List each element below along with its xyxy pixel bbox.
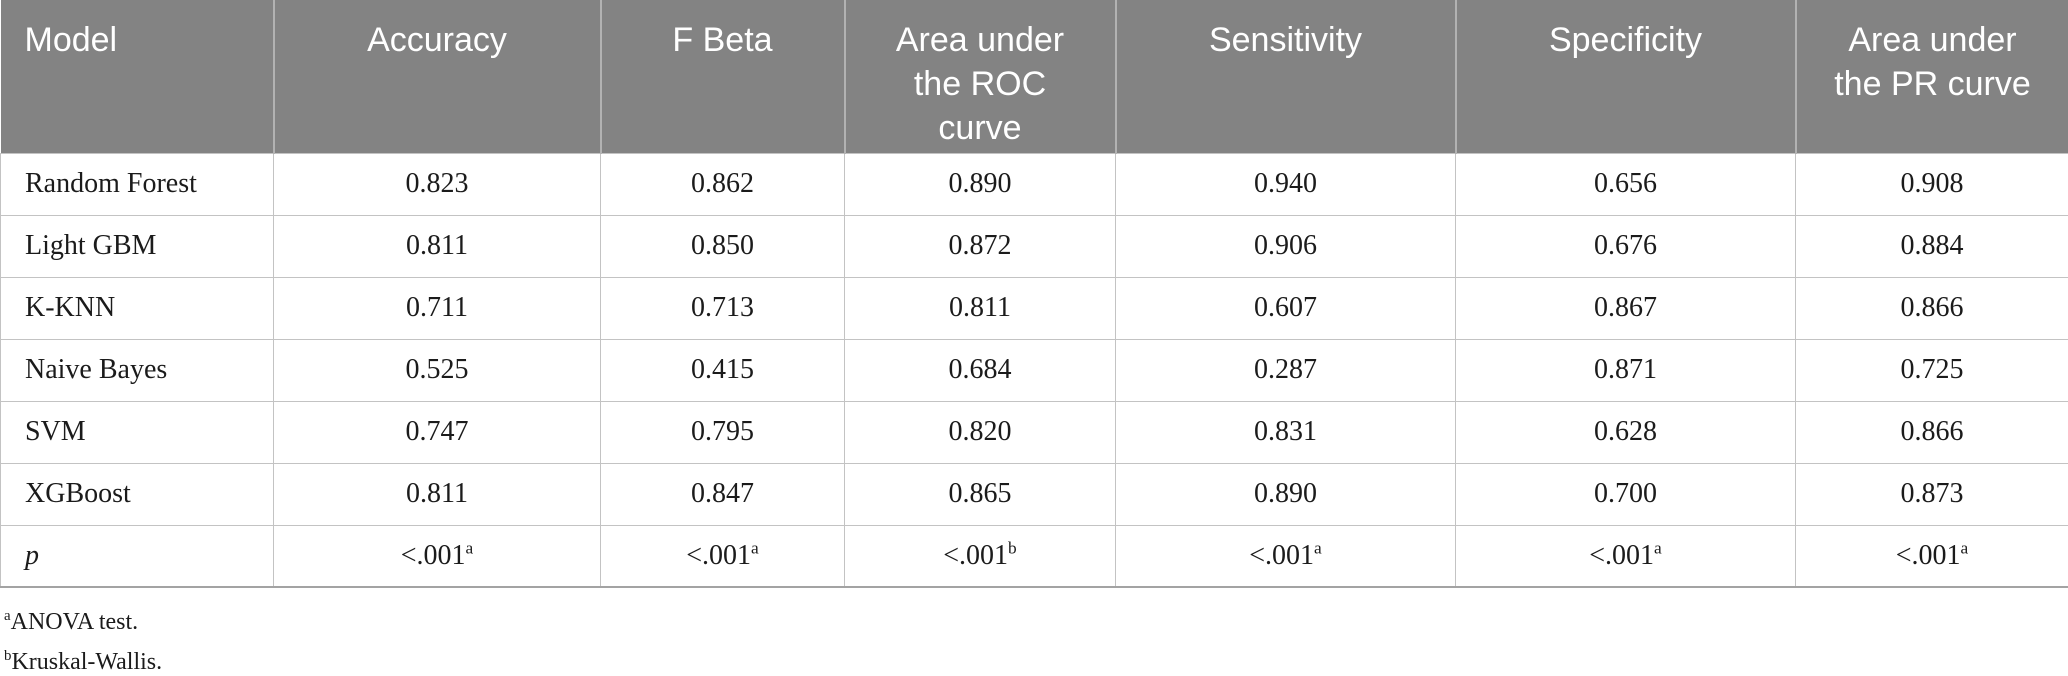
column-header-accuracy: Accuracy: [272, 0, 601, 153]
column-header-pr-auc: Area under the PR curve: [1794, 0, 2068, 153]
metric-cell: 0.811: [273, 462, 601, 526]
model-performance-table: Model Accuracy F Beta Area under the ROC…: [0, 0, 2068, 588]
metric-cell: 0.656: [1455, 152, 1796, 216]
column-header-label: Specificity: [1548, 21, 1703, 59]
model-name-cell: Random Forest: [0, 152, 274, 216]
p-value: <.001: [686, 539, 752, 571]
p-value-cell: <.001b: [844, 524, 1116, 588]
metric-cell: 0.811: [273, 214, 601, 278]
metric-cell: 0.847: [600, 462, 845, 526]
p-value: <.001: [1895, 539, 1961, 571]
p-value-cell: <.001a: [273, 524, 601, 588]
column-header-specificity: Specificity: [1454, 0, 1796, 153]
model-name-cell: Naive Bayes: [0, 338, 274, 402]
metric-cell: 0.607: [1115, 276, 1456, 340]
p-value: <.001: [1589, 539, 1655, 571]
metric-cell: 0.525: [273, 338, 601, 402]
table-row-svm: SVM 0.747 0.795 0.820 0.831 0.628 0.866: [0, 400, 2068, 464]
metric-cell: 0.711: [273, 276, 601, 340]
metric-cell: 0.862: [600, 152, 845, 216]
table-row-naive-bayes: Naive Bayes 0.525 0.415 0.684 0.287 0.87…: [0, 338, 2068, 402]
metric-cell: 0.684: [844, 338, 1116, 402]
table-body: Random Forest 0.823 0.862 0.890 0.940 0.…: [0, 152, 2068, 588]
metric-cell: 0.871: [1455, 338, 1796, 402]
footnote-text: Kruskal-Wallis.: [11, 649, 163, 675]
superscript-marker: a: [4, 608, 11, 624]
footnote-anova: aANOVA test.: [4, 602, 2068, 642]
p-value-row: p <.001a <.001a <.001b <.001a <.001a <.0…: [0, 524, 2068, 588]
p-value-cell: <.001a: [1795, 524, 2068, 588]
metric-cell: 0.884: [1795, 214, 2068, 278]
superscript-marker: b: [1008, 538, 1017, 558]
p-row-label: p: [0, 524, 274, 588]
model-name-cell: XGBoost: [0, 462, 274, 526]
table-row-k-knn: K-KNN 0.711 0.713 0.811 0.607 0.867 0.86…: [0, 276, 2068, 340]
header-row: Model Accuracy F Beta Area under the ROC…: [0, 0, 2068, 153]
footnote-kruskal-wallis: bKruskal-Wallis.: [4, 642, 2068, 676]
metric-cell: 0.908: [1795, 152, 2068, 216]
p-value: <.001: [943, 539, 1009, 571]
metric-cell: 0.747: [273, 400, 601, 464]
metric-cell: 0.940: [1115, 152, 1456, 216]
metric-cell: 0.872: [844, 214, 1116, 278]
metric-cell: 0.700: [1455, 462, 1796, 526]
p-value-cell: <.001a: [1455, 524, 1796, 588]
column-header-roc-auc: Area under the ROC curve: [843, 0, 1116, 153]
footnote-text: ANOVA test.: [10, 609, 139, 635]
metric-cell: 0.906: [1115, 214, 1456, 278]
metric-cell: 0.811: [844, 276, 1116, 340]
column-header-label: Model: [24, 21, 118, 59]
metric-cell: 0.865: [844, 462, 1116, 526]
superscript-marker: b: [4, 648, 12, 664]
p-value: <.001: [400, 539, 466, 571]
metric-cell: 0.866: [1795, 276, 2068, 340]
superscript-marker: a: [751, 538, 759, 558]
metric-cell: 0.713: [600, 276, 845, 340]
p-value-cell: <.001a: [1115, 524, 1456, 588]
metric-cell: 0.628: [1455, 400, 1796, 464]
column-header-label: F Beta: [672, 21, 773, 59]
table-row-light-gbm: Light GBM 0.811 0.850 0.872 0.906 0.676 …: [0, 214, 2068, 278]
column-header-label: Sensitivity: [1208, 21, 1363, 59]
column-header-label: Area under the ROC curve: [895, 21, 1065, 148]
table-footnotes: aANOVA test. bKruskal-Wallis.: [0, 602, 2068, 676]
metric-cell: 0.415: [600, 338, 845, 402]
superscript-marker: a: [1654, 538, 1662, 558]
model-name-cell: SVM: [0, 400, 274, 464]
table-row-random-forest: Random Forest 0.823 0.862 0.890 0.940 0.…: [0, 152, 2068, 216]
table-row-xgboost: XGBoost 0.811 0.847 0.865 0.890 0.700 0.…: [0, 462, 2068, 526]
metric-cell: 0.831: [1115, 400, 1456, 464]
metric-cell: 0.866: [1795, 400, 2068, 464]
column-header-fbeta: F Beta: [599, 0, 845, 153]
metric-cell: 0.725: [1795, 338, 2068, 402]
column-header-model: Model: [0, 0, 274, 153]
metric-cell: 0.890: [844, 152, 1116, 216]
metric-cell: 0.823: [273, 152, 601, 216]
model-name-cell: Light GBM: [0, 214, 274, 278]
p-value-cell: <.001a: [600, 524, 845, 588]
column-header-label: Area under the PR curve: [1834, 21, 2031, 104]
superscript-marker: a: [1960, 538, 1969, 558]
metric-cell: 0.287: [1115, 338, 1456, 402]
metric-cell: 0.850: [600, 214, 845, 278]
superscript-marker: a: [1314, 538, 1322, 558]
superscript-marker: a: [465, 538, 474, 558]
metric-cell: 0.676: [1455, 214, 1796, 278]
table-header: Model Accuracy F Beta Area under the ROC…: [0, 0, 2068, 153]
metric-cell: 0.867: [1455, 276, 1796, 340]
column-header-label: Accuracy: [367, 21, 507, 59]
column-header-sensitivity: Sensitivity: [1114, 0, 1456, 153]
metric-cell: 0.873: [1795, 462, 2068, 526]
metric-cell: 0.820: [844, 400, 1116, 464]
metric-cell: 0.890: [1115, 462, 1456, 526]
metric-cell: 0.795: [600, 400, 845, 464]
model-name-cell: K-KNN: [0, 276, 274, 340]
p-value: <.001: [1249, 539, 1315, 571]
